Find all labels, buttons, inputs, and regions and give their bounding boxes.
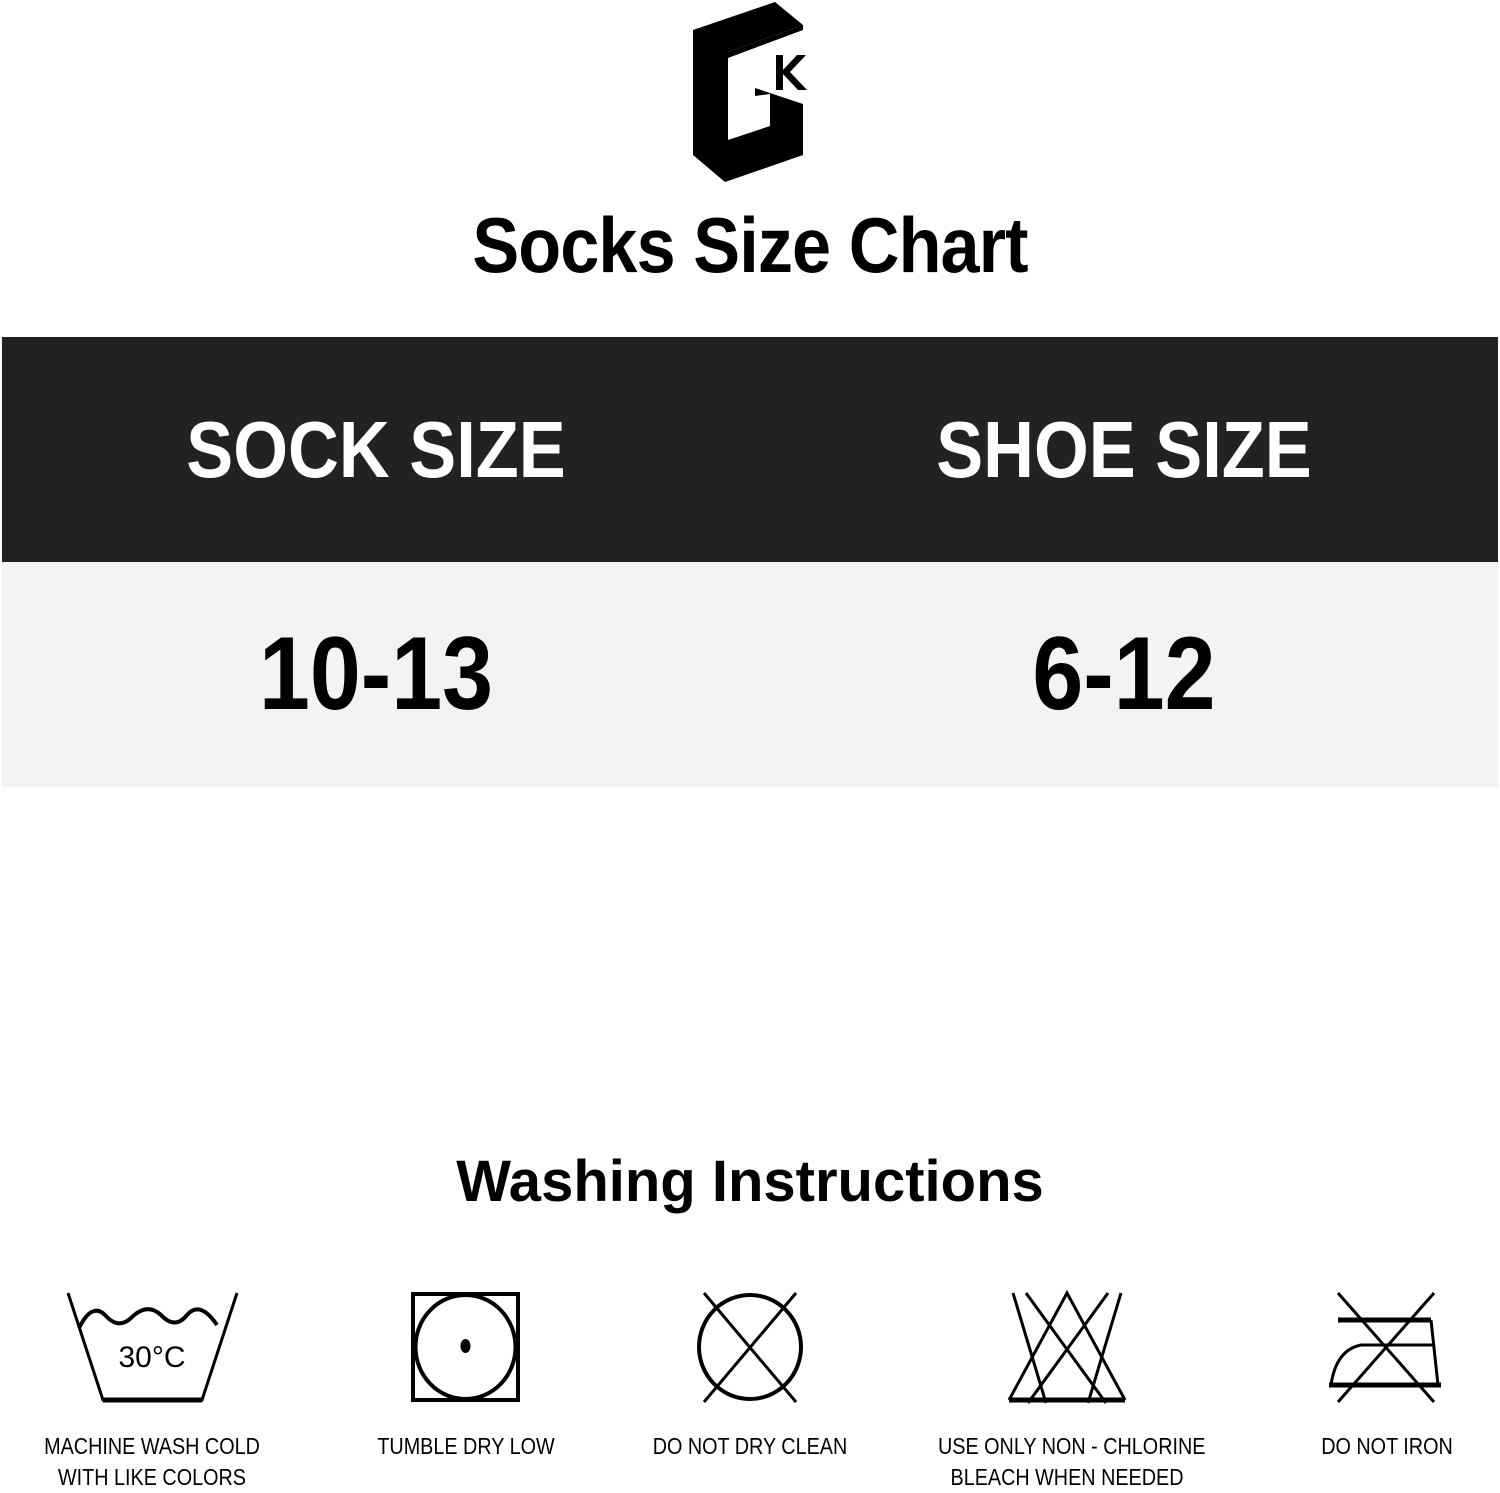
- header-shoe-size: SHOE SIZE: [936, 405, 1312, 494]
- care-label: WITH LIKE COLORS: [58, 1464, 246, 1490]
- care-item-bleach: USE ONLY NON - CHLORINE BLEACH WHEN NEED…: [917, 1290, 1217, 1493]
- header-sock-size: SOCK SIZE: [186, 405, 566, 494]
- care-item-wash: 30°C MACHINE WASH COLD WITH LIKE COLORS: [2, 1290, 302, 1493]
- care-item-tumble: TUMBLE DRY LOW: [316, 1290, 616, 1462]
- care-item-dry-clean: DO NOT DRY CLEAN: [600, 1290, 900, 1462]
- table-row: 10-13 6-12: [2, 562, 1498, 787]
- tumble-dry-low-icon: [411, 1292, 520, 1402]
- wash-temp: 30°C: [118, 1341, 185, 1374]
- wash-30-icon: 30°C: [66, 1292, 238, 1403]
- care-item-iron: DO NOT IRON: [1237, 1290, 1500, 1462]
- do-not-dry-clean-icon: [697, 1292, 803, 1403]
- care-label: MACHINE WASH COLD: [44, 1433, 260, 1459]
- non-chlorine-bleach-icon: [1007, 1290, 1127, 1404]
- page-title: Socks Size Chart: [472, 201, 1028, 289]
- shoe-size-value: 6-12: [1032, 616, 1216, 732]
- care-label: USE ONLY NON - CHLORINE: [938, 1433, 1206, 1459]
- care-label: BLEACH WHEN NEEDED: [950, 1464, 1184, 1490]
- size-table-header: SOCK SIZE SHOE SIZE: [2, 337, 1498, 562]
- care-label: DO NOT IRON: [1321, 1433, 1453, 1459]
- do-not-iron-icon: [1329, 1292, 1441, 1403]
- sock-size-value: 10-13: [258, 616, 494, 732]
- gk-logo: [693, 2, 807, 182]
- care-label: DO NOT DRY CLEAN: [652, 1433, 848, 1459]
- care-label: TUMBLE DRY LOW: [377, 1433, 555, 1459]
- washing-instructions-title: Washing Instructions: [456, 1149, 1044, 1214]
